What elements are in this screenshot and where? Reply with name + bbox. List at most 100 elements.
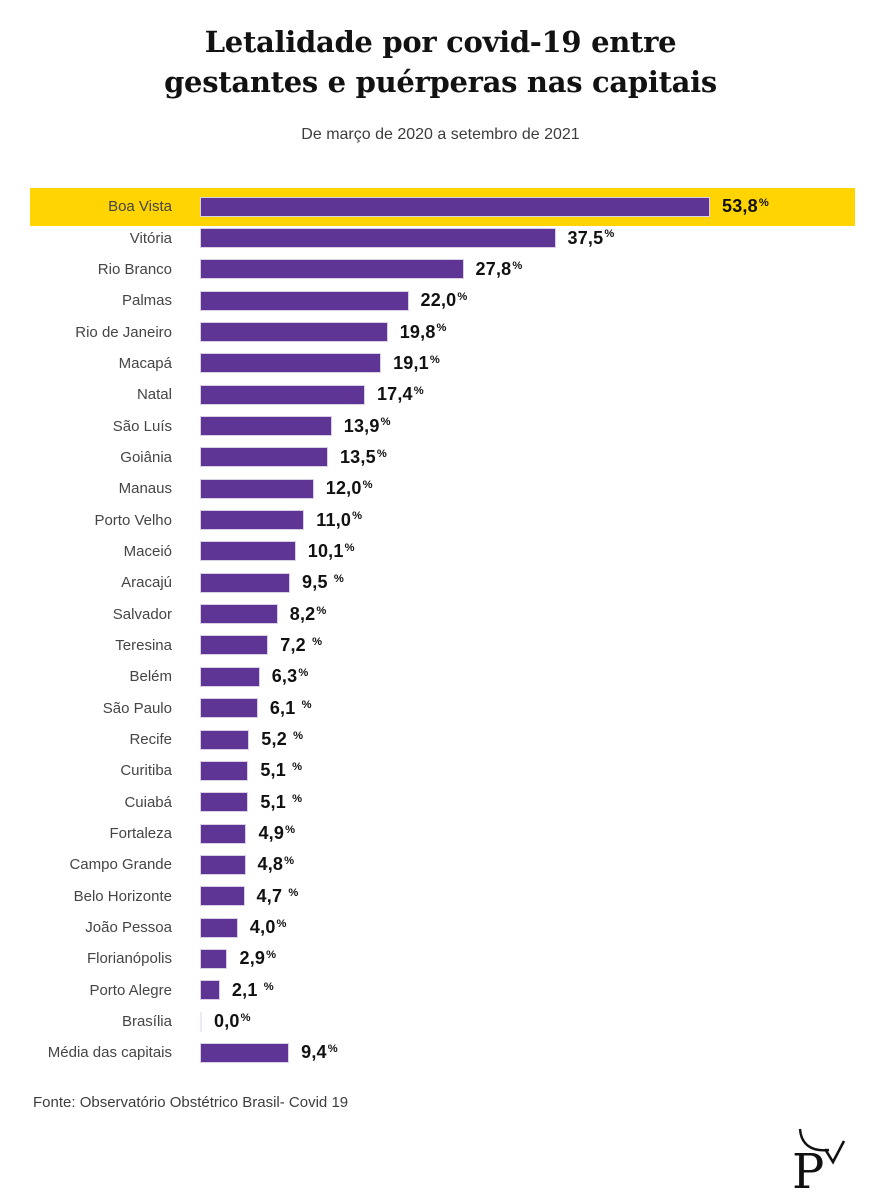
bar-area: 2,9% xyxy=(200,948,881,969)
bar-row: Porto Velho 11,0% xyxy=(0,504,881,535)
value-label: 13,5% xyxy=(340,447,387,468)
value-number: 4,0 xyxy=(249,917,276,938)
bar xyxy=(200,572,291,593)
value-number: 6,3 xyxy=(271,666,298,687)
percent-sign: % xyxy=(263,980,274,993)
value-label: 19,8% xyxy=(400,322,447,343)
value-number: 11,0 xyxy=(316,509,352,530)
bar-area: 4,8% xyxy=(200,854,881,875)
bar-row: São Luís 13,9% xyxy=(0,410,881,441)
category-label: Aracajú xyxy=(121,574,172,592)
value-label: 53,8% xyxy=(722,196,769,217)
value-label: 10,1% xyxy=(308,541,355,562)
bar-area: 22,0% xyxy=(200,290,881,311)
bar-row: João Pessoa 4,0% xyxy=(0,912,881,943)
value-label: 13,9% xyxy=(344,416,391,437)
category-label: São Paulo xyxy=(102,699,172,717)
bar-row: Recife 5,2 % xyxy=(0,724,881,755)
value-label: 6,3% xyxy=(272,666,309,687)
category-label: Campo Grande xyxy=(69,856,172,874)
bar-area: 27,8% xyxy=(200,259,881,280)
percent-sign: % xyxy=(316,604,327,617)
bar-area: 5,2 % xyxy=(200,729,881,750)
value-number: 5,1 xyxy=(260,791,292,812)
bar xyxy=(200,729,250,750)
bar xyxy=(200,980,220,1001)
bar-row: Média das capitais 9,4% xyxy=(0,1037,881,1068)
category-label: Média das capitais xyxy=(47,1044,172,1062)
bar xyxy=(200,854,246,875)
value-number: 4,7 xyxy=(256,885,288,906)
value-number: 13,9 xyxy=(343,415,380,436)
bar-area: 53,8% xyxy=(200,196,881,217)
bar-area: 17,4% xyxy=(200,384,881,405)
value-number: 19,8 xyxy=(399,321,436,342)
bar xyxy=(200,666,260,687)
bar xyxy=(200,322,388,343)
bar-area: 12,0% xyxy=(200,478,881,499)
category-label: Salvador xyxy=(112,605,172,623)
bar-row: Boa Vista 53,8% xyxy=(0,187,881,226)
percent-sign: % xyxy=(292,761,303,774)
page-title: Letalidade por covid-19 entre gestantes e… xyxy=(0,0,881,102)
value-label: 8,2% xyxy=(290,604,327,625)
bar xyxy=(200,447,328,468)
value-number: 0,0 xyxy=(214,1011,240,1032)
category-label: Maceió xyxy=(123,542,172,560)
value-label: 0,0% xyxy=(214,1011,251,1032)
percent-sign: % xyxy=(298,667,309,680)
value-number: 37,5 xyxy=(567,227,604,248)
bar-row: Curitiba 5,1 % xyxy=(0,755,881,786)
percent-sign: % xyxy=(284,855,295,868)
percent-sign: % xyxy=(288,886,299,899)
bar xyxy=(200,259,464,280)
svg-text:P: P xyxy=(792,1144,824,1196)
bar-area: 9,5 % xyxy=(200,572,881,593)
bar-area: 5,1 % xyxy=(200,792,881,813)
value-number: 8,2 xyxy=(289,603,316,624)
value-number: 17,4 xyxy=(376,384,413,405)
value-number: 5,1 xyxy=(260,760,292,781)
percent-sign: % xyxy=(376,447,387,460)
bar xyxy=(200,384,365,405)
category-label: Boa Vista xyxy=(108,198,172,216)
value-label: 7,2 % xyxy=(280,635,322,656)
category-label: Recife xyxy=(129,731,172,749)
percent-sign: % xyxy=(293,729,304,742)
bar xyxy=(200,886,245,907)
category-label: Natal xyxy=(136,386,172,404)
bar xyxy=(200,823,247,844)
percent-sign: % xyxy=(429,353,441,366)
p-checkmark-logo-icon: P xyxy=(792,1128,846,1196)
bar-area: 19,8% xyxy=(200,322,881,343)
percent-sign: % xyxy=(285,823,296,836)
value-label: 17,4% xyxy=(377,384,424,405)
value-number: 4,9 xyxy=(258,823,285,844)
bar-row: Teresina 7,2 % xyxy=(0,630,881,661)
value-label: 4,0% xyxy=(250,917,287,938)
value-number: 22,0 xyxy=(420,290,457,311)
bar-row: Fortaleza 4,9% xyxy=(0,818,881,849)
category-label: Curitiba xyxy=(120,762,172,780)
chart-subtitle: De março de 2020 a setembro de 2021 xyxy=(301,126,580,143)
bar-area: 13,5% xyxy=(200,447,881,468)
title-line-2: gestantes e puérperas nas capitais xyxy=(164,65,717,99)
bar-row: Goiânia 13,5% xyxy=(0,442,881,473)
category-label: Rio Branco xyxy=(97,260,172,278)
bar xyxy=(200,196,711,217)
category-label: São Luís xyxy=(112,417,172,435)
category-label: João Pessoa xyxy=(85,919,172,937)
bar-area: 7,2 % xyxy=(200,635,881,656)
percent-sign: % xyxy=(240,1011,251,1024)
value-label: 2,9% xyxy=(239,948,276,969)
value-number: 6,1 xyxy=(269,697,301,718)
bar xyxy=(200,760,249,781)
value-label: 4,7 % xyxy=(257,886,299,907)
bar xyxy=(200,510,305,531)
value-label: 6,1 % xyxy=(270,698,312,719)
bar-row: Brasília 0,0% xyxy=(0,1006,881,1037)
bar-row: Rio de Janeiro 19,8% xyxy=(0,316,881,347)
percent-sign: % xyxy=(333,573,344,586)
bar xyxy=(200,948,228,969)
bar xyxy=(200,635,269,656)
